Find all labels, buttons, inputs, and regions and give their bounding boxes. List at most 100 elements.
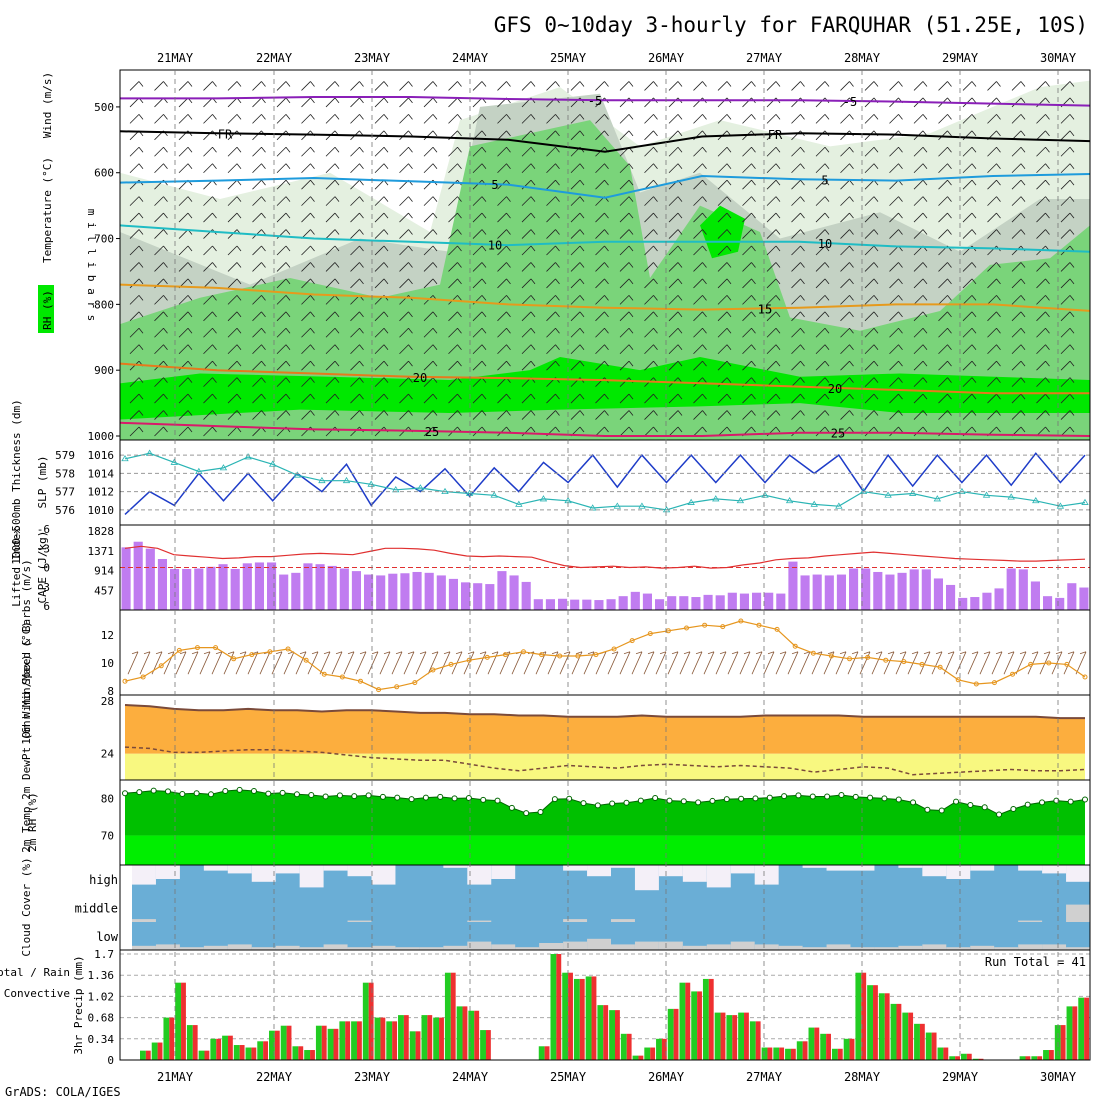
wind10-marker [267,649,273,655]
thickness-marker [761,491,769,498]
day-label-bottom: 28MAY [844,1070,881,1084]
wind-barb [325,146,340,157]
precip-bar-convective [849,1038,855,1060]
wind-barb [448,163,462,174]
wind-barb [938,393,952,404]
wind-barb [693,426,707,437]
wind-barb [595,426,609,437]
day-label-bottom: 29MAY [942,1070,979,1084]
thickness-marker [736,496,745,504]
wind-barb [448,229,462,239]
cloud-bar-low [994,947,1019,950]
wind-barb [570,130,585,141]
wind-barb [546,114,560,124]
isotherm-label: 25 [425,425,439,439]
rh2m-marker [537,808,544,815]
wind-barb [399,245,413,256]
wind-barb [693,245,707,256]
wind-barb-10m [967,651,979,675]
wind-barb [570,163,585,174]
precip-bar-convective [145,1050,151,1060]
precip-bar-total [409,1031,416,1060]
day-label-top: 25MAY [550,51,587,65]
wind-barb [1011,410,1026,420]
wind-barb [938,278,952,289]
wind-barb [938,114,952,124]
wind-barb [766,179,781,190]
wind-barb [1011,295,1026,305]
cape-bar [861,568,871,610]
wind-barb [325,262,340,272]
wind-barb-10m [259,651,271,675]
wind-barb [497,212,511,223]
wind-barb [693,278,707,289]
precip-bar-convective [638,1055,644,1060]
cape-bar [1067,583,1077,610]
wind-barb-10m [199,651,211,675]
wind-barb [154,410,168,420]
precip-bar-convective [579,978,585,1060]
wind-barb [472,360,487,371]
wind-barb [1060,377,1075,387]
precip-bar-convective [263,1041,269,1060]
wind-barb [497,278,511,289]
wind-barb [913,229,928,239]
day-label-top: 24MAY [452,51,489,65]
day-label-top: 21MAY [157,51,194,65]
wind-barb [276,97,291,108]
cape-bar [946,584,956,610]
cape-bar [267,562,277,610]
wind-barb [374,81,389,91]
wind-barb [227,360,242,371]
wind10-marker [176,647,182,653]
wind-barb [399,163,413,174]
cloud-bar-low [802,947,827,950]
wind-barb [570,311,585,322]
precip-bar-total [140,1050,146,1060]
wind-barb [350,212,364,223]
isotherm-label: 15 [758,302,772,316]
wind-barb [668,262,683,272]
wind-barb [399,393,413,404]
wind-barb [178,196,193,206]
cloud-bar-middle [611,919,635,922]
rh2m-marker [881,795,888,802]
precip-bar-total [902,1012,909,1060]
wind-barb [301,97,315,108]
cloud-bar-high [227,865,252,874]
cloud-bar-low [778,945,803,950]
precip-bar-convective [1048,1050,1054,1060]
precip-bar-total [386,1021,393,1060]
cape-bar [570,599,580,610]
cloud-bar-high [563,865,588,871]
wind-barb [472,146,487,157]
wind10-marker [647,631,653,637]
wind-barb [742,245,756,256]
wind-barb [497,311,511,322]
wind-barb [815,377,830,387]
li-ytick-label: -6 [37,523,50,536]
isotherm-line [119,421,1091,437]
wind-barb [766,81,781,91]
wind-barb [693,327,707,338]
wind-barb [962,179,977,190]
precip-bar-convective [474,1010,480,1060]
wind-barb [619,114,634,124]
wind-barb [301,278,315,289]
cloud-bar-high [682,865,707,882]
precip-bar-total [292,1046,299,1060]
rh2m-marker [895,796,902,803]
cape-bar [715,595,725,610]
wind-barb [717,278,732,289]
cape-bar [339,568,349,610]
wind-barb [276,377,291,387]
wind-barb [154,344,168,355]
wind-barb [325,212,340,223]
slp-ytick-label: 1010 [88,504,115,517]
wind-barb [178,212,193,223]
wind-barb [448,327,462,338]
slp-ylabel: SLP (mb) [36,456,49,509]
precip-bar-convective [462,1006,468,1060]
precip-bar-convective [403,1015,409,1060]
wind-barb [1011,327,1026,338]
